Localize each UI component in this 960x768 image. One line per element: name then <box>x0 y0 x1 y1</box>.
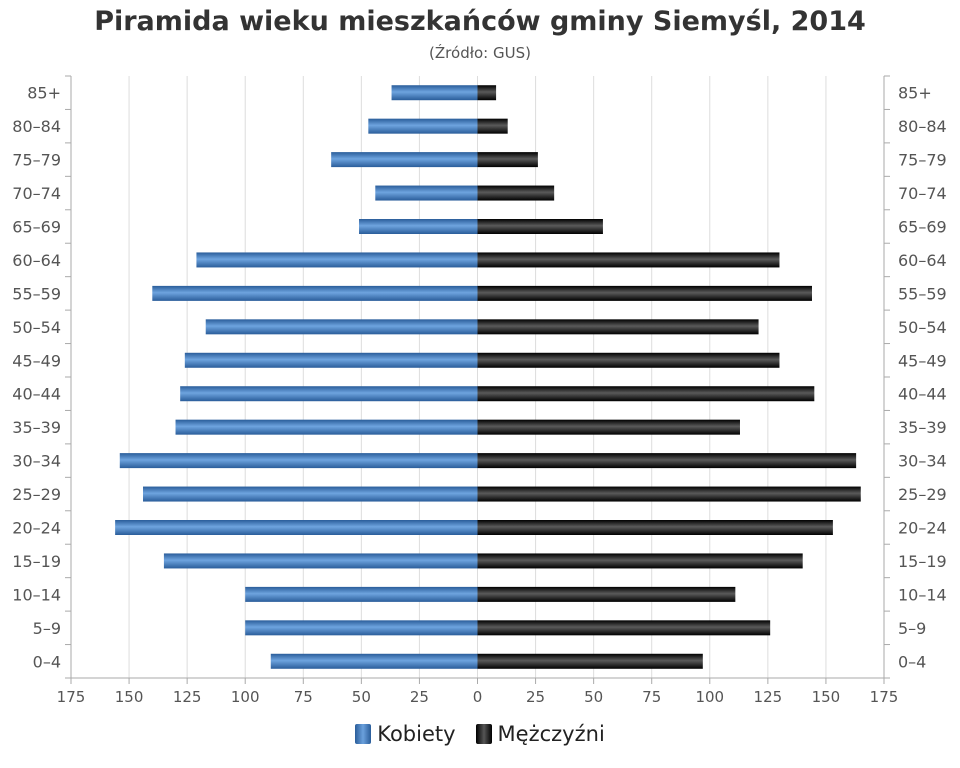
bar-female-75–79[interactable] <box>331 152 478 168</box>
y-tick-label-right: 35–39 <box>898 418 947 437</box>
y-tick-label-left: 75–79 <box>12 151 61 170</box>
x-tick-label: 25 <box>410 688 429 706</box>
x-tick-label: 50 <box>352 688 371 706</box>
y-tick-label-left: 85+ <box>27 84 61 103</box>
y-tick-label-left: 5–9 <box>33 619 61 638</box>
bar-female-50–54[interactable] <box>205 319 478 335</box>
y-tick-label-left: 65–69 <box>12 218 61 237</box>
y-tick-label-right: 15–19 <box>898 552 947 571</box>
legend-item-male[interactable]: Mężczyźni <box>475 722 605 746</box>
y-tick-label-left: 25–29 <box>12 485 61 504</box>
bar-female-15–19[interactable] <box>163 553 478 569</box>
bar-female-10–14[interactable] <box>245 586 478 602</box>
y-tick-label-left: 0–4 <box>33 652 61 671</box>
y-tick-label-left: 10–14 <box>12 585 61 604</box>
y-tick-label-right: 70–74 <box>898 184 947 203</box>
bar-male-5–9[interactable] <box>477 620 771 636</box>
bar-female-30–34[interactable] <box>119 453 478 469</box>
y-tick-label-right: 25–29 <box>898 485 947 504</box>
y-tick-label-left: 15–19 <box>12 552 61 571</box>
x-tick-label: 150 <box>812 688 841 706</box>
bar-female-40–44[interactable] <box>180 386 478 402</box>
y-tick-label-right: 5–9 <box>898 619 926 638</box>
y-tick-label-right: 60–64 <box>898 251 947 270</box>
bar-male-75–79[interactable] <box>477 152 538 168</box>
y-tick-label-right: 80–84 <box>898 117 947 136</box>
bar-male-55–59[interactable] <box>477 285 812 301</box>
x-tick-label: 75 <box>294 688 313 706</box>
y-tick-label-right: 50–54 <box>898 318 947 337</box>
bar-female-0–4[interactable] <box>270 653 478 669</box>
y-tick-label-left: 20–24 <box>12 519 61 538</box>
x-tick-label: 100 <box>231 688 260 706</box>
y-tick-label-left: 50–54 <box>12 318 61 337</box>
y-tick-label-right: 75–79 <box>898 151 947 170</box>
y-tick-label-left: 80–84 <box>12 117 61 136</box>
legend-swatch-male <box>475 724 492 744</box>
bar-male-15–19[interactable] <box>477 553 803 569</box>
bar-female-80–84[interactable] <box>368 118 478 134</box>
y-tick-label-left: 40–44 <box>12 385 61 404</box>
x-tick-label: 100 <box>695 688 724 706</box>
y-tick-label-left: 70–74 <box>12 184 61 203</box>
x-tick-label: 125 <box>754 688 783 706</box>
bar-female-55–59[interactable] <box>152 285 478 301</box>
y-tick-label-right: 85+ <box>898 84 932 103</box>
x-tick-label: 175 <box>870 688 899 706</box>
bar-male-65–69[interactable] <box>477 219 603 234</box>
legend-label-male: Mężczyźni <box>497 722 605 746</box>
y-tick-label-right: 20–24 <box>898 519 947 538</box>
y-tick-label-left: 45–49 <box>12 351 61 370</box>
bar-male-0–4[interactable] <box>477 653 703 669</box>
bar-female-35–39[interactable] <box>175 419 478 435</box>
bar-male-60–64[interactable] <box>477 252 780 268</box>
bar-male-80–84[interactable] <box>477 118 508 134</box>
y-tick-label-right: 65–69 <box>898 218 947 237</box>
y-tick-label-left: 35–39 <box>12 418 61 437</box>
bar-female-45–49[interactable] <box>184 352 478 368</box>
x-tick-label: 50 <box>584 688 603 706</box>
bar-male-70–74[interactable] <box>477 185 555 201</box>
chart-plot: 175 150 125 100 75 50 25 0 25 50 75 100 125 150 175 0–4… <box>12 75 947 706</box>
legend-swatch-female <box>355 724 372 744</box>
x-tick-label: 0 <box>473 688 483 706</box>
bar-male-30–34[interactable] <box>477 453 857 469</box>
y-tick-label-right: 30–34 <box>898 452 947 471</box>
y-tick-label-right: 10–14 <box>898 585 947 604</box>
bar-male-40–44[interactable] <box>477 386 815 402</box>
y-tick-label-right: 45–49 <box>898 351 947 370</box>
bar-female-5–9[interactable] <box>245 620 478 636</box>
chart-title: Piramida wieku mieszkańców gminy Siemyśl… <box>94 6 866 37</box>
bar-female-25–29[interactable] <box>143 486 478 502</box>
x-tick-label: 25 <box>526 688 545 706</box>
legend-item-female[interactable]: Kobiety <box>355 722 456 746</box>
bar-male-45–49[interactable] <box>477 352 780 368</box>
x-tick-label: 175 <box>57 688 86 706</box>
bar-male-35–39[interactable] <box>477 419 740 435</box>
y-tick-label-right: 0–4 <box>898 652 926 671</box>
bar-female-60–64[interactable] <box>196 252 478 268</box>
y-tick-label-right: 55–59 <box>898 284 947 303</box>
x-tick-label: 150 <box>115 688 144 706</box>
bar-male-25–29[interactable] <box>477 486 861 502</box>
y-tick-label-left: 55–59 <box>12 284 61 303</box>
x-tick-label: 75 <box>642 688 661 706</box>
bar-female-85+[interactable] <box>391 85 478 101</box>
chart-subtitle: (Źródło: GUS) <box>429 44 531 62</box>
y-tick-label-left: 30–34 <box>12 452 61 471</box>
x-tick-label: 125 <box>173 688 202 706</box>
y-tick-label-left: 60–64 <box>12 251 61 270</box>
bar-female-65–69[interactable] <box>359 219 478 234</box>
legend-label-female: Kobiety <box>377 722 456 746</box>
bar-female-70–74[interactable] <box>375 185 478 201</box>
bar-male-10–14[interactable] <box>477 586 736 602</box>
bar-male-85+[interactable] <box>477 85 497 101</box>
legend: Kobiety Mężczyźni <box>0 722 960 746</box>
y-tick-label-right: 40–44 <box>898 385 947 404</box>
bar-male-20–24[interactable] <box>477 520 833 535</box>
bar-male-50–54[interactable] <box>477 319 759 335</box>
bar-female-20–24[interactable] <box>115 520 478 535</box>
